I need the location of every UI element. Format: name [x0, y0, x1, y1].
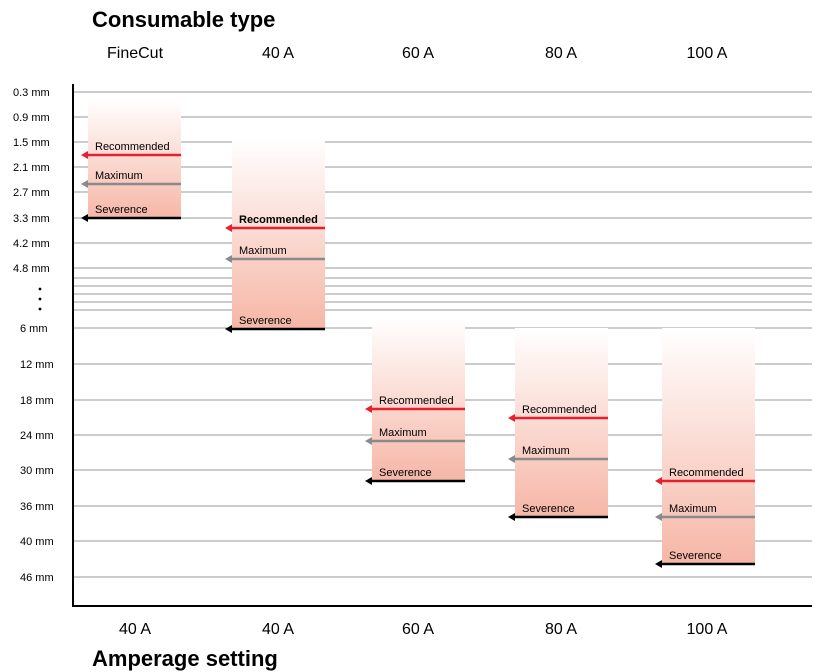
y-tick-label: 3.3 mm [13, 213, 50, 225]
y-tick-label: 6 mm [20, 323, 48, 335]
chart-title: Consumable type [92, 7, 276, 32]
maximum-marker-arrow [81, 180, 88, 188]
thickness-range-bar [88, 99, 181, 219]
consumable-type-label: 100 A [687, 45, 728, 62]
maximum-marker-arrow [655, 513, 662, 521]
amperage-label: 80 A [545, 621, 577, 638]
thickness-range-bar [662, 328, 755, 564]
axis-break-dot [38, 307, 42, 311]
amperage-label: 100 A [687, 621, 728, 638]
amperage-label: 40 A [119, 621, 151, 638]
y-tick-label: 12 mm [20, 359, 54, 371]
consumable-type-label: 80 A [545, 45, 577, 62]
y-tick-label: 36 mm [20, 501, 54, 513]
y-tick-label: 1.5 mm [13, 137, 50, 149]
severence-marker-arrow [81, 214, 88, 222]
axes [72, 84, 812, 607]
bars [81, 99, 755, 568]
severence-marker-label: Severence [95, 204, 148, 216]
amperage-label: 60 A [402, 621, 434, 638]
severence-marker-label: Severence [239, 315, 292, 327]
recommended-marker-arrow [365, 405, 372, 413]
y-tick-label: 40 mm [20, 536, 54, 548]
maximum-marker-label: Maximum [239, 245, 287, 257]
y-tick-label: 46 mm [20, 572, 54, 584]
thickness-range-bar [232, 137, 325, 329]
axis-break-dot [38, 287, 42, 291]
consumable-type-label: 40 A [262, 45, 294, 62]
thickness-range-bar [515, 328, 608, 517]
y-tick-label: 2.1 mm [13, 162, 50, 174]
maximum-marker-arrow [508, 455, 515, 463]
recommended-marker-label: Recommended [379, 395, 454, 407]
severence-marker-arrow [508, 513, 515, 521]
recommended-marker-label: Recommended [95, 141, 170, 153]
severence-marker-label: Severence [522, 503, 575, 515]
maximum-marker-label: Maximum [95, 170, 143, 182]
thickness-range-bar [372, 318, 465, 481]
recommended-marker-arrow [508, 414, 515, 422]
maximum-marker-label: Maximum [522, 445, 570, 457]
severence-marker-label: Severence [379, 467, 432, 479]
maximum-marker-arrow [365, 437, 372, 445]
recommended-marker-label: Recommended [239, 214, 318, 226]
x-axis-title: Amperage setting [92, 646, 278, 671]
y-tick-label: 4.8 mm [13, 263, 50, 275]
severence-marker-arrow [225, 325, 232, 333]
y-tick-label: 4.2 mm [13, 238, 50, 250]
consumable-type-label: FineCut [107, 45, 164, 62]
recommended-marker-label: Recommended [522, 404, 597, 416]
maximum-marker-label: Maximum [379, 427, 427, 439]
severence-marker-arrow [655, 560, 662, 568]
y-tick-label: 24 mm [20, 430, 54, 442]
maximum-marker-arrow [225, 255, 232, 263]
y-tick-label: 0.9 mm [13, 112, 50, 124]
amperage-label: 40 A [262, 621, 294, 638]
recommended-marker-arrow [81, 151, 88, 159]
y-tick-label: 0.3 mm [13, 87, 50, 99]
recommended-marker-label: Recommended [669, 467, 744, 479]
y-tick-label: 18 mm [20, 395, 54, 407]
recommended-marker-arrow [225, 224, 232, 232]
severence-marker-label: Severence [669, 550, 722, 562]
consumable-type-label: 60 A [402, 45, 434, 62]
axis-break-dot [38, 297, 42, 301]
y-tick-label: 2.7 mm [13, 187, 50, 199]
y-tick-label: 30 mm [20, 465, 54, 477]
recommended-marker-arrow [655, 477, 662, 485]
labels: 0.3 mm 0.9 mm 1.5 mm 2.1 mm 2.7 mm 3.3 mm 4.2 … [13, 45, 744, 638]
severence-marker-arrow [365, 477, 372, 485]
maximum-marker-label: Maximum [669, 503, 717, 515]
